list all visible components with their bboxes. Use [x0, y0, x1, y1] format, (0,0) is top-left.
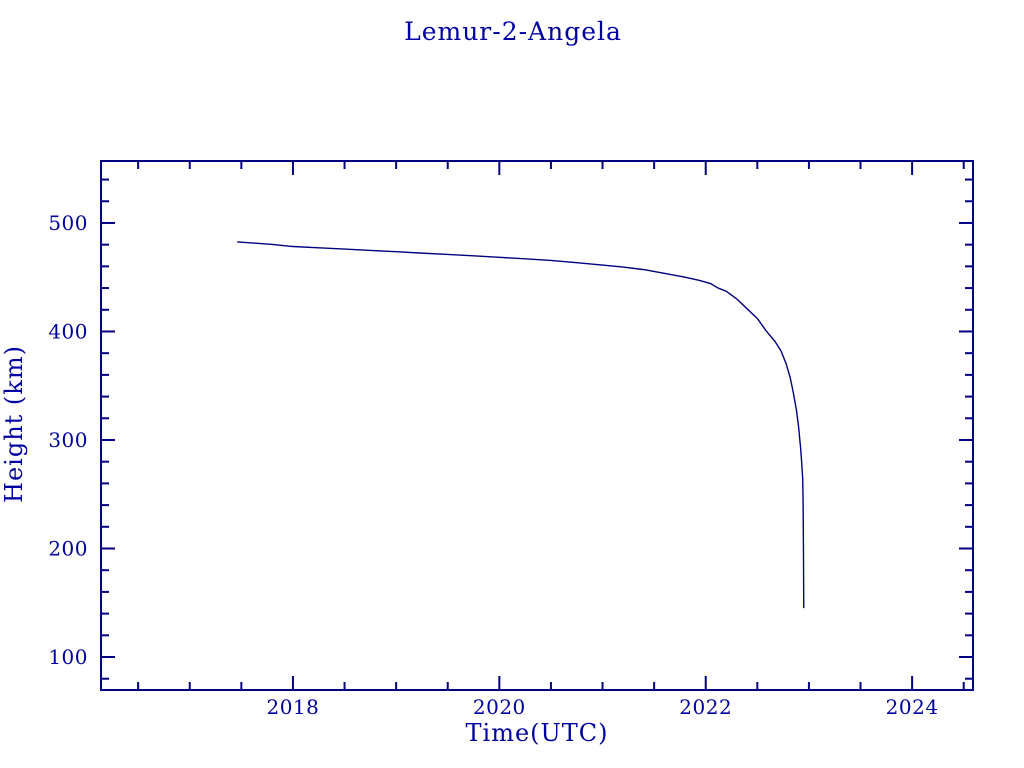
y-tick-label: 100: [48, 645, 88, 669]
data-line: [237, 241, 805, 609]
y-axis-label: Height (km): [0, 345, 28, 503]
y-tick-label: 200: [48, 536, 88, 560]
x-axis-label: Time(UTC): [466, 719, 609, 747]
chart-title: Lemur-2-Angela: [404, 17, 622, 46]
x-tick-label: 2020: [473, 695, 526, 719]
plot-frame: [100, 160, 974, 691]
x-tick-label: 2018: [266, 695, 319, 719]
y-tick-label: 400: [48, 319, 88, 343]
x-tick-label: 2022: [679, 695, 732, 719]
y-tick-label: 500: [48, 211, 88, 235]
plot-area: 2018 2020 2022 2024 100 200 300 400 500: [48, 160, 974, 719]
x-tick-label: 2024: [886, 695, 939, 719]
y-tick-label: 300: [48, 428, 88, 452]
